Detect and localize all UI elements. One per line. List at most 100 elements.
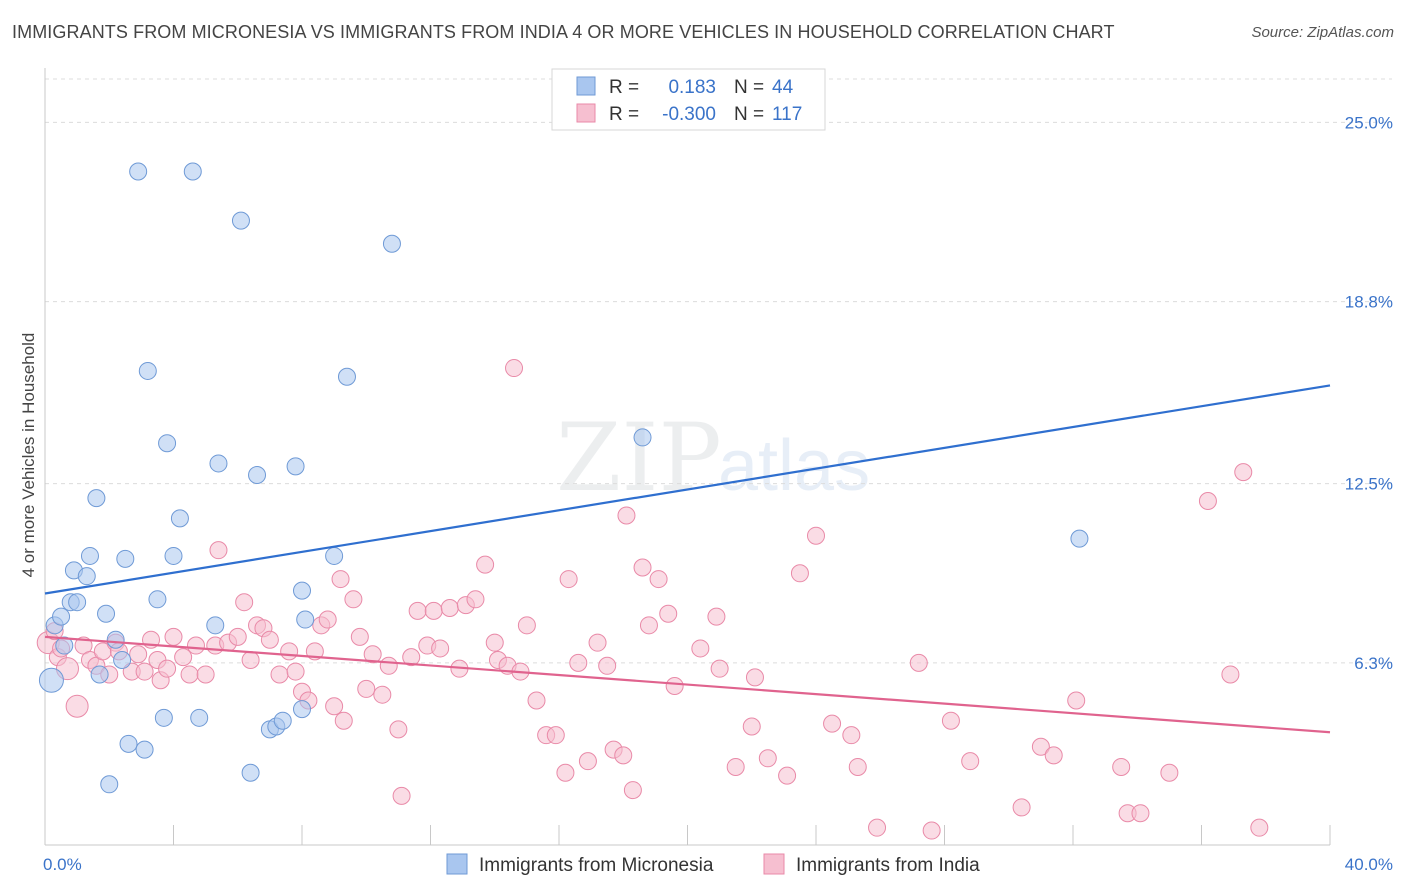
india-point xyxy=(65,694,89,718)
india-point xyxy=(180,665,199,684)
micronesia-point xyxy=(209,454,228,473)
india-point xyxy=(331,570,350,589)
y-tick-label: 25.0% xyxy=(1345,113,1393,132)
india-point xyxy=(158,659,177,678)
micronesia-point xyxy=(206,616,225,635)
micronesia-point xyxy=(158,434,177,453)
micronesia-point xyxy=(296,610,315,629)
india-point xyxy=(527,691,546,710)
legend-top: R = 0.183 N = 44 R = -0.300 N = 117 xyxy=(551,68,826,131)
india-point xyxy=(186,636,205,655)
india-point xyxy=(941,711,960,730)
india-point xyxy=(726,757,745,776)
legend-swatch-micronesia xyxy=(576,76,596,96)
micronesia-point xyxy=(231,211,250,230)
india-point xyxy=(440,598,459,617)
india-point xyxy=(1234,463,1253,482)
india-point xyxy=(485,633,504,652)
india-point xyxy=(505,359,524,378)
gridlines xyxy=(45,78,1392,664)
watermark-zip: ZIP xyxy=(556,404,722,513)
india-point xyxy=(633,558,652,577)
india-point xyxy=(392,786,411,805)
india-point xyxy=(1031,737,1050,756)
legend-r-label: R = xyxy=(609,77,639,98)
legend-bottom-swatch-india xyxy=(763,853,785,875)
micronesia-point xyxy=(38,667,64,693)
india-point xyxy=(350,627,369,646)
micronesia-point xyxy=(148,590,167,609)
india-point xyxy=(659,604,678,623)
india-point xyxy=(1067,691,1086,710)
india-point xyxy=(408,601,427,620)
micronesia-point xyxy=(106,630,125,649)
india-point xyxy=(260,630,279,649)
india-point xyxy=(379,656,398,675)
micronesia-point xyxy=(1070,529,1089,548)
india-point xyxy=(745,668,764,687)
micronesia-point xyxy=(52,607,71,626)
legend-bottom: Immigrants from Micronesia Immigrants fr… xyxy=(446,853,980,876)
micronesia-point xyxy=(100,775,119,794)
india-point xyxy=(639,616,658,635)
india-point xyxy=(868,818,887,837)
india-point xyxy=(334,711,353,730)
micronesia-point xyxy=(190,708,209,727)
micronesia-point xyxy=(90,665,109,684)
india-point xyxy=(790,564,809,583)
x-tick-label: 0.0% xyxy=(43,855,82,874)
micronesia-point xyxy=(273,711,292,730)
y-tick-labels: 6.3% 12.5% 18.8% 25.0% xyxy=(1345,113,1393,673)
india-point xyxy=(1131,804,1150,823)
micronesia-point xyxy=(325,546,344,565)
micronesia-point xyxy=(248,466,267,485)
micronesia-point xyxy=(55,636,74,655)
micronesia-point xyxy=(68,593,87,612)
india-point xyxy=(848,757,867,776)
india-point xyxy=(665,677,684,696)
india-point xyxy=(129,645,148,664)
micronesia-point xyxy=(154,708,173,727)
india-point xyxy=(598,656,617,675)
watermark-atlas: atlas xyxy=(718,426,870,506)
watermark: ZIP atlas xyxy=(556,404,870,513)
legend-r-label: R = xyxy=(609,104,639,125)
india-trend-line xyxy=(44,635,1331,734)
india-point xyxy=(325,697,344,716)
micronesia-point xyxy=(164,546,183,565)
trend-lines xyxy=(44,384,1331,734)
micronesia-point xyxy=(337,367,356,386)
india-point xyxy=(758,749,777,768)
india-point xyxy=(135,662,154,681)
india-point xyxy=(174,648,193,667)
y-tick-label: 6.3% xyxy=(1354,654,1393,673)
india-point xyxy=(842,726,861,745)
india-point xyxy=(569,653,588,672)
micronesia-point xyxy=(113,651,132,670)
india-point xyxy=(588,633,607,652)
india-point xyxy=(823,714,842,733)
india-point xyxy=(1160,763,1179,782)
micronesia-point xyxy=(382,234,401,253)
legend-n-value: 44 xyxy=(772,77,794,98)
india-point xyxy=(373,685,392,704)
india-point xyxy=(270,665,289,684)
y-tick-label: 18.8% xyxy=(1345,293,1393,312)
legend-bottom-label-micronesia: Immigrants from Micronesia xyxy=(479,855,714,876)
micronesia-points xyxy=(38,162,1089,794)
india-point xyxy=(556,763,575,782)
india-point xyxy=(235,593,254,612)
micronesia-point xyxy=(116,549,135,568)
india-point xyxy=(318,610,337,629)
india-point xyxy=(209,541,228,560)
india-point xyxy=(424,601,443,620)
legend-r-value: 0.183 xyxy=(668,77,716,98)
india-point xyxy=(578,752,597,771)
micronesia-trend-line xyxy=(44,384,1331,595)
x-tick-labels: 0.0% 40.0% xyxy=(43,855,1393,874)
micronesia-point xyxy=(138,361,157,380)
india-point xyxy=(476,555,495,574)
india-point xyxy=(922,821,941,840)
micronesia-point xyxy=(286,457,305,476)
